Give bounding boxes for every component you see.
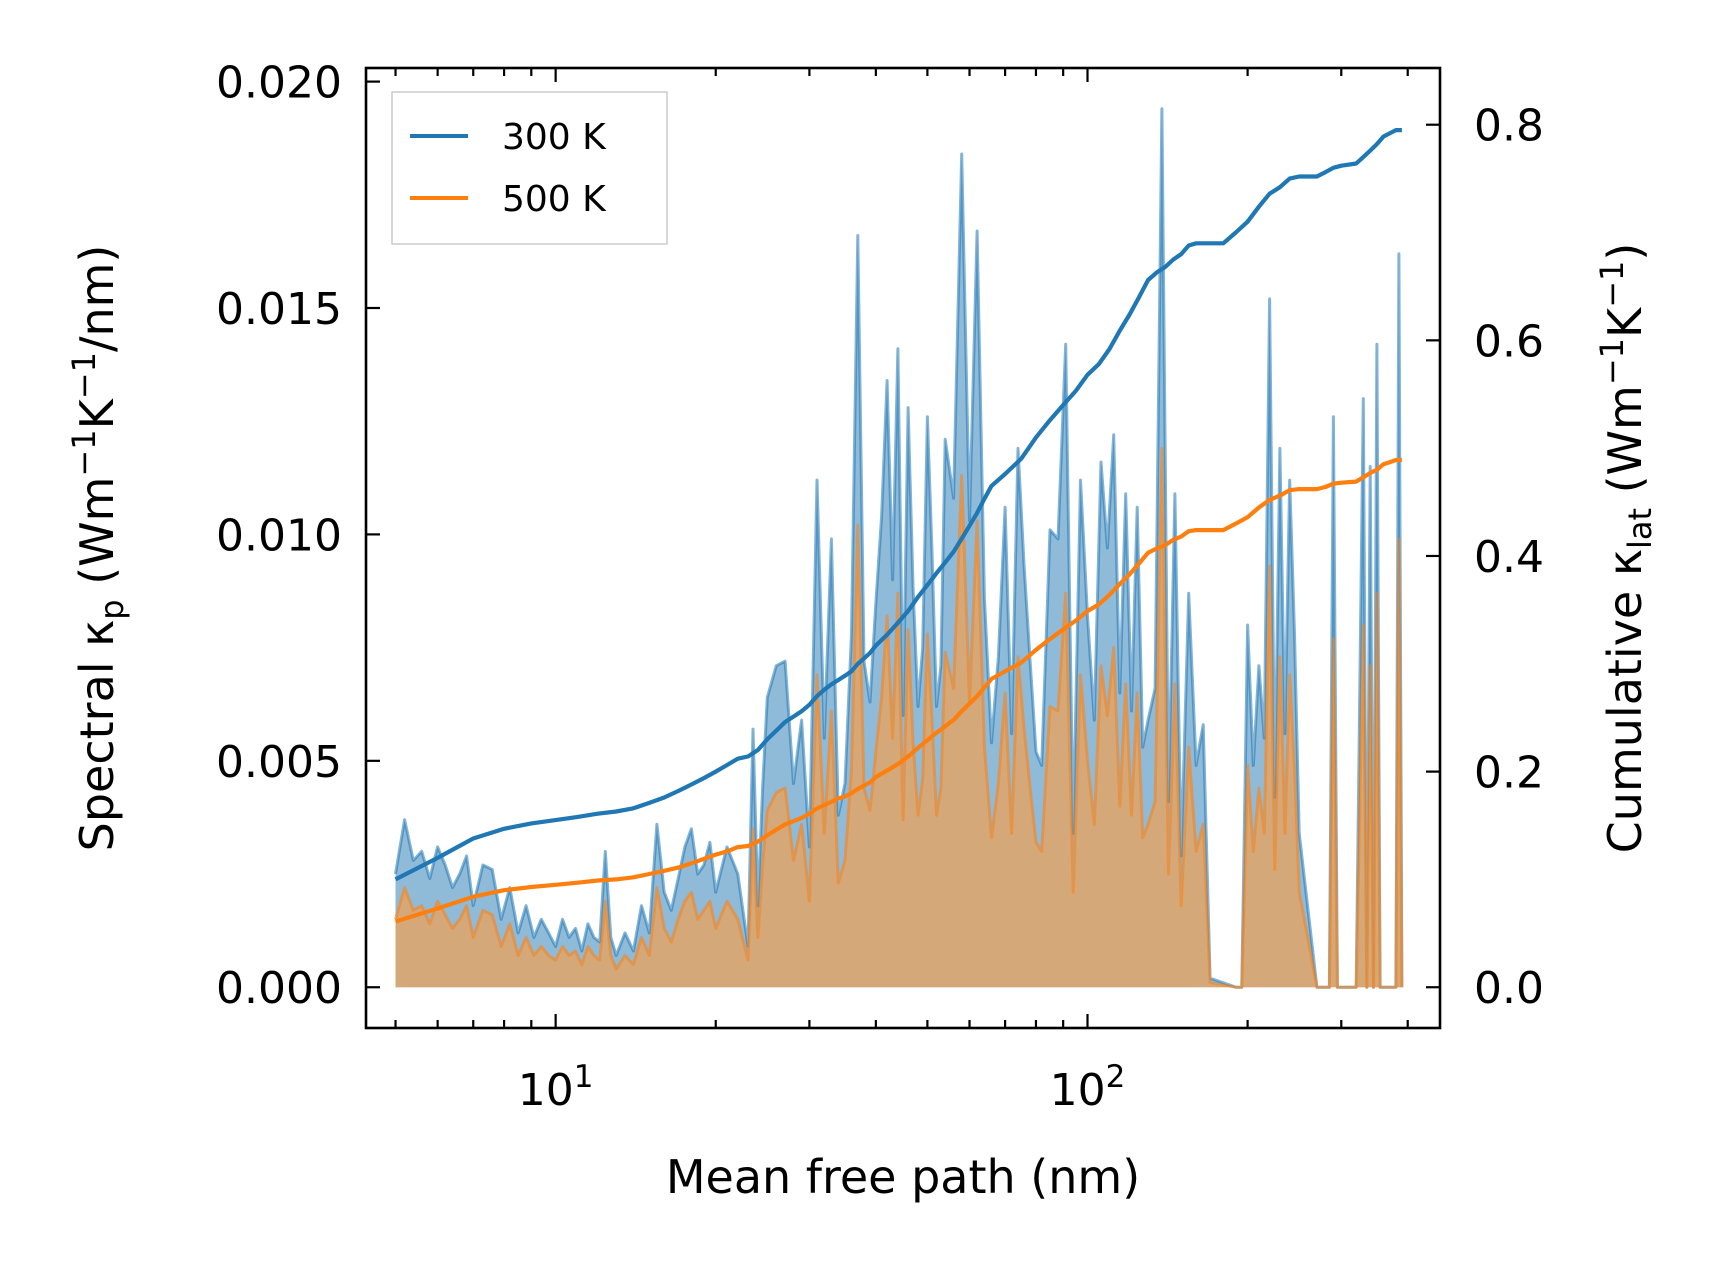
cumulative-line-500k xyxy=(394,457,1402,924)
legend: 300 K 500 K xyxy=(391,91,668,245)
spectral-fills xyxy=(394,107,1404,989)
y-left-tick-label: 0.005 xyxy=(216,737,342,788)
spectral-fill-300k xyxy=(395,108,1402,988)
plot-frame xyxy=(364,66,1442,1030)
y-left-tick-label: 0.010 xyxy=(216,510,342,561)
spectral-line-300k xyxy=(394,107,1404,989)
data-lines xyxy=(394,128,1402,924)
y-left-tick-label: 0.020 xyxy=(216,58,342,109)
legend-box xyxy=(391,91,668,245)
cumulative-line-300k xyxy=(394,128,1402,882)
x-axis-label: Mean free path (nm) xyxy=(666,1150,1140,1204)
spectral-fill-500k xyxy=(395,448,1402,988)
y-axis-left-label: Spectral κp​ (Wm−1​K−1​/nm) xyxy=(65,245,131,852)
x-tick-label: 101 xyxy=(518,1059,594,1116)
y-axis-right-label: Cumulative κlat​ (Wm−1​K−1​) xyxy=(1593,243,1659,854)
y-right-tick-label: 0.0 xyxy=(1474,963,1544,1014)
axis-ticks: 101 102 0.000 0.005 0.010 0.015 0.020 0.0 0.2 0.4… xyxy=(216,58,1544,1116)
y-right-tick-label: 0.8 xyxy=(1474,101,1544,152)
y-right-tick-label: 0.4 xyxy=(1474,532,1544,583)
y-right-tick-label: 0.6 xyxy=(1474,316,1544,367)
y-right-tick-label: 0.2 xyxy=(1474,748,1544,799)
x-tick-label: 102 xyxy=(1050,1059,1126,1116)
legend-label-500k: 500 K xyxy=(502,179,607,220)
legend-label-300k: 300 K xyxy=(502,117,607,158)
y-left-tick-label: 0.000 xyxy=(216,963,342,1014)
y-left-tick-label: 0.015 xyxy=(216,284,342,335)
spectral-line-500k xyxy=(394,446,1404,989)
